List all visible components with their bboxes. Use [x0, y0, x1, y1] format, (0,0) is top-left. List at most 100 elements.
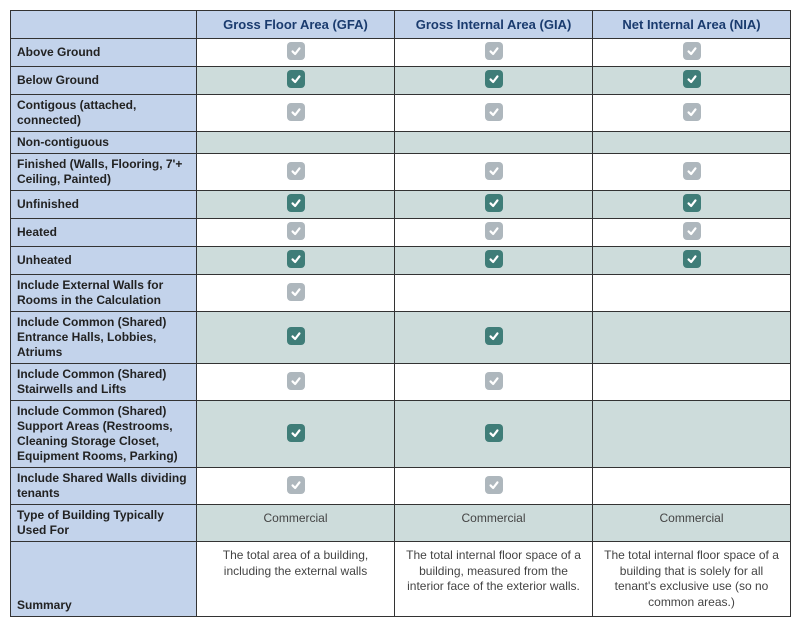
cell-gia — [395, 401, 593, 468]
cell-gia — [395, 364, 593, 401]
row-label: Heated — [11, 219, 197, 247]
cell-gfa — [197, 275, 395, 312]
corner-cell — [11, 11, 197, 39]
col-header-gia: Gross Internal Area (GIA) — [395, 11, 593, 39]
cell-gfa — [197, 219, 395, 247]
check-icon — [287, 283, 305, 301]
table-row: Unfinished — [11, 191, 791, 219]
cell-gfa — [197, 132, 395, 154]
check-icon — [287, 42, 305, 60]
cell-nia — [593, 39, 791, 67]
check-icon — [485, 194, 503, 212]
cell-gia — [395, 95, 593, 132]
cell-gfa — [197, 468, 395, 505]
cell-gfa — [197, 39, 395, 67]
typically-gia: Commercial — [395, 505, 593, 542]
check-icon — [287, 250, 305, 268]
check-icon — [683, 222, 701, 240]
typically-gfa: Commercial — [197, 505, 395, 542]
cell-gfa — [197, 401, 395, 468]
check-icon — [485, 327, 503, 345]
check-icon — [287, 327, 305, 345]
cell-gia — [395, 275, 593, 312]
table-row: Finished (Walls, Flooring, 7'+ Ceiling, … — [11, 154, 791, 191]
table-row: Include Common (Shared) Entrance Halls, … — [11, 312, 791, 364]
check-icon — [683, 162, 701, 180]
check-icon — [287, 103, 305, 121]
header-row: Gross Floor Area (GFA) Gross Internal Ar… — [11, 11, 791, 39]
cell-nia — [593, 364, 791, 401]
row-label: Non-contiguous — [11, 132, 197, 154]
table-row: Include Shared Walls dividing tenants — [11, 468, 791, 505]
check-icon — [683, 194, 701, 212]
check-icon — [485, 372, 503, 390]
cell-nia — [593, 67, 791, 95]
row-label: Unheated — [11, 247, 197, 275]
cell-nia — [593, 247, 791, 275]
check-icon — [485, 476, 503, 494]
row-label: Include External Walls for Rooms in the … — [11, 275, 197, 312]
summary-nia: The total internal floor space of a buil… — [593, 542, 791, 617]
check-icon — [287, 372, 305, 390]
cell-nia — [593, 191, 791, 219]
check-icon — [683, 250, 701, 268]
row-label: Include Common (Shared) Entrance Halls, … — [11, 312, 197, 364]
cell-nia — [593, 401, 791, 468]
check-icon — [485, 222, 503, 240]
check-icon — [485, 424, 503, 442]
row-label: Below Ground — [11, 67, 197, 95]
cell-nia — [593, 468, 791, 505]
cell-gfa — [197, 154, 395, 191]
check-icon — [485, 103, 503, 121]
cell-gia — [395, 154, 593, 191]
typically-label: Type of Building Typically Used For — [11, 505, 197, 542]
cell-gfa — [197, 312, 395, 364]
cell-gfa — [197, 364, 395, 401]
table-row: Unheated — [11, 247, 791, 275]
check-icon — [287, 222, 305, 240]
table-row: Non-contiguous — [11, 132, 791, 154]
typically-nia: Commercial — [593, 505, 791, 542]
cell-gia — [395, 67, 593, 95]
table-row: Include Common (Shared) Support Areas (R… — [11, 401, 791, 468]
check-icon — [683, 103, 701, 121]
summary-gfa: The total area of a building, including … — [197, 542, 395, 617]
cell-gia — [395, 468, 593, 505]
table-row: Heated — [11, 219, 791, 247]
cell-gia — [395, 247, 593, 275]
cell-gia — [395, 219, 593, 247]
row-label: Finished (Walls, Flooring, 7'+ Ceiling, … — [11, 154, 197, 191]
area-comparison-table-wrap: Gross Floor Area (GFA) Gross Internal Ar… — [10, 10, 790, 617]
cell-nia — [593, 275, 791, 312]
cell-gfa — [197, 67, 395, 95]
table-row: Include Common (Shared) Stairwells and L… — [11, 364, 791, 401]
summary-gia: The total internal floor space of a buil… — [395, 542, 593, 617]
check-icon — [485, 250, 503, 268]
cell-nia — [593, 219, 791, 247]
check-icon — [683, 70, 701, 88]
cell-gfa — [197, 191, 395, 219]
area-comparison-table: Gross Floor Area (GFA) Gross Internal Ar… — [10, 10, 791, 617]
check-icon — [683, 42, 701, 60]
table-row: Above Ground — [11, 39, 791, 67]
check-icon — [485, 162, 503, 180]
check-icon — [485, 70, 503, 88]
table-row: Contigous (attached, connected) — [11, 95, 791, 132]
cell-gia — [395, 312, 593, 364]
check-icon — [287, 424, 305, 442]
check-icon — [287, 476, 305, 494]
summary-row: Summary The total area of a building, in… — [11, 542, 791, 617]
check-icon — [287, 194, 305, 212]
cell-nia — [593, 154, 791, 191]
cell-nia — [593, 312, 791, 364]
cell-gfa — [197, 247, 395, 275]
row-label: Include Shared Walls dividing tenants — [11, 468, 197, 505]
row-label: Contigous (attached, connected) — [11, 95, 197, 132]
cell-nia — [593, 132, 791, 154]
cell-gia — [395, 39, 593, 67]
summary-label: Summary — [11, 542, 197, 617]
row-label: Include Common (Shared) Support Areas (R… — [11, 401, 197, 468]
cell-nia — [593, 95, 791, 132]
table-row: Below Ground — [11, 67, 791, 95]
cell-gia — [395, 191, 593, 219]
